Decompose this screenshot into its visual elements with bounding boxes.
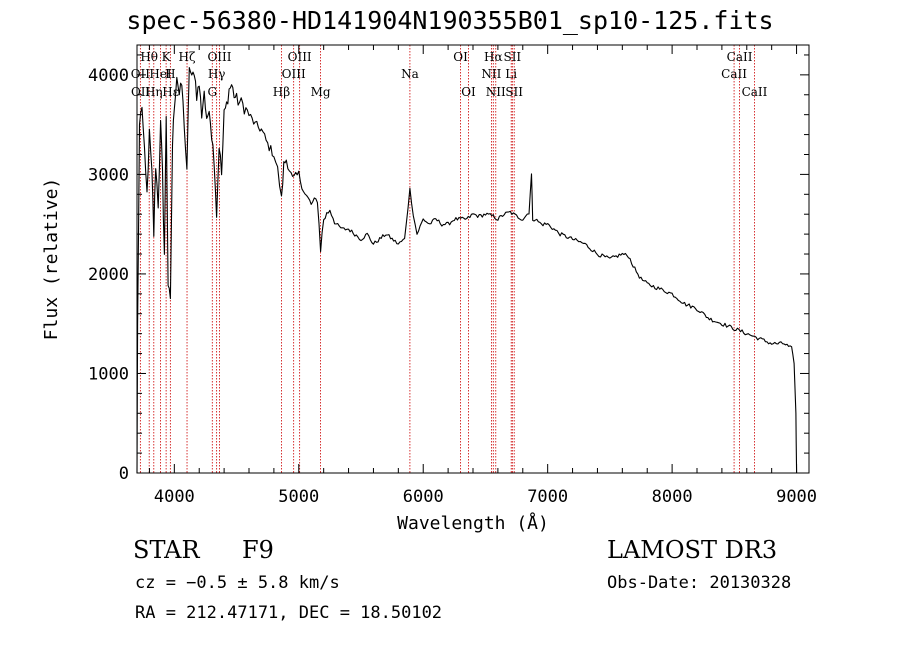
line-label: OIII	[207, 50, 231, 64]
x-tick-label: 4000	[154, 487, 195, 507]
line-label: OI	[453, 50, 468, 64]
line-label: HeI	[149, 67, 172, 81]
line-label: Mg	[311, 85, 331, 99]
spectrum-line	[136, 67, 798, 474]
line-label: Na	[401, 67, 419, 81]
object-subclass: F9	[242, 536, 274, 564]
redshift-line: cz = −0.5 ± 5.8 km/s	[135, 573, 340, 593]
object-class: STAR	[133, 536, 200, 564]
y-axis-ticks: 0 1000 2000 3000 4000	[88, 54, 809, 484]
line-label: OI	[461, 85, 476, 99]
line-label: SII	[505, 85, 523, 99]
line-label: SII	[503, 50, 521, 64]
page-title: spec-56380-HD141904N190355B01_sp10-125.f…	[126, 6, 774, 35]
x-tick-label: 7000	[527, 487, 568, 507]
line-label: OIII	[288, 50, 312, 64]
line-label: CaII	[727, 50, 753, 64]
x-axis-ticks: 4000 5000 6000 7000 8000 9000	[148, 45, 817, 507]
line-label: OII	[131, 67, 151, 81]
x-tick-label: 8000	[652, 487, 693, 507]
line-label: G	[207, 85, 217, 99]
y-tick-label: 3000	[88, 165, 129, 185]
line-label: Hη	[145, 85, 163, 99]
x-axis-title: Wavelength (Å)	[397, 512, 549, 534]
line-label: Hε	[162, 85, 179, 99]
y-tick-label: 2000	[88, 265, 129, 285]
line-label: K	[162, 50, 172, 64]
line-label: H	[165, 67, 175, 81]
x-tick-label: 5000	[278, 487, 319, 507]
line-label: NII	[486, 85, 506, 99]
line-label: CaII	[721, 67, 747, 81]
line-label: Hθ	[140, 50, 158, 64]
line-label: Hζ	[179, 50, 196, 64]
line-marker-layer	[139, 45, 755, 473]
line-label: Li	[505, 67, 517, 81]
x-tick-label: 6000	[403, 487, 444, 507]
y-tick-label: 4000	[88, 66, 129, 86]
y-axis-title: Flux (relative)	[41, 178, 62, 341]
observation-date: Obs-Date: 20130328	[607, 573, 792, 593]
y-tick-label: 1000	[88, 364, 129, 384]
line-label: CaII	[742, 85, 768, 99]
line-label: OII	[131, 85, 151, 99]
y-tick-label: 0	[119, 464, 129, 484]
survey-label: LAMOST DR3	[607, 536, 778, 564]
line-label: OIII	[282, 67, 306, 81]
plot-frame	[136, 44, 810, 474]
line-label: Hγ	[208, 67, 226, 81]
coordinates-line: RA = 212.47171, DEC = 18.50102	[135, 603, 443, 623]
line-label: Hβ	[273, 85, 290, 99]
line-label: Hα	[484, 50, 503, 64]
x-tick-label: 9000	[776, 487, 817, 507]
line-label: NII	[481, 67, 501, 81]
